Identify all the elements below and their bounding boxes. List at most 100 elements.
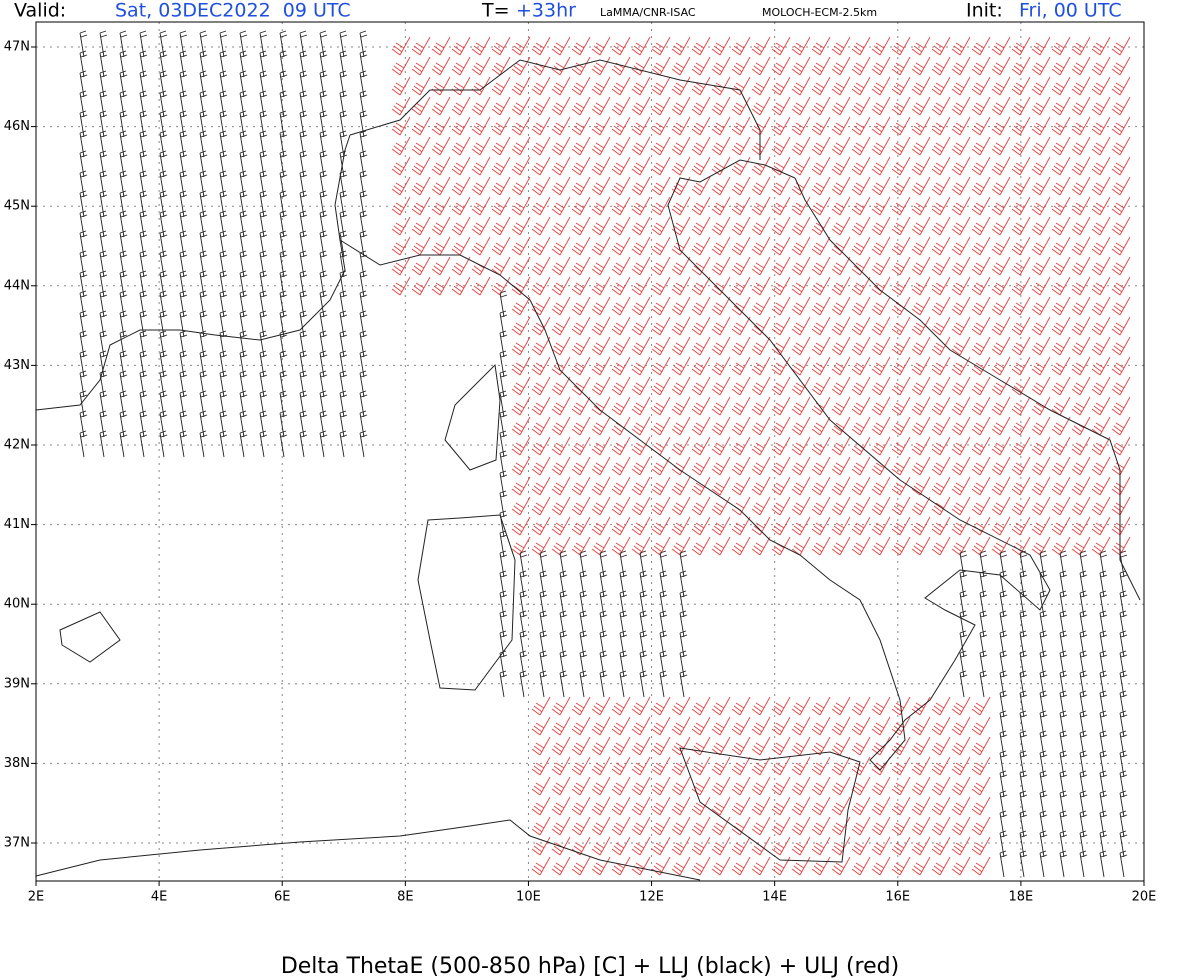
wind-barb (1051, 336, 1071, 356)
wind-barb (751, 296, 771, 316)
wind-barb (911, 256, 931, 276)
wind-barb (751, 796, 771, 816)
wind-barb (1011, 216, 1031, 236)
wind-barb (471, 176, 491, 196)
wind-barb (731, 236, 751, 256)
wind-barb (911, 696, 931, 716)
wind-barb (471, 216, 491, 236)
wind-barb (831, 156, 851, 176)
wind-barb (511, 196, 531, 216)
wind-barb (1011, 116, 1031, 136)
wind-barb (571, 36, 591, 56)
wind-barb (691, 136, 711, 156)
wind-barb (971, 136, 991, 156)
wind-barb (499, 370, 508, 398)
wind-barb (971, 776, 991, 796)
wind-barb (691, 736, 711, 756)
wind-barb (519, 550, 528, 578)
wind-barb (551, 436, 571, 456)
wind-barb (731, 336, 751, 356)
wind-barb (551, 296, 571, 316)
wind-barb (631, 396, 651, 416)
wind-barb (79, 170, 88, 198)
wind-barb (651, 276, 671, 296)
wind-barb (1011, 296, 1031, 316)
wind-barb (79, 210, 88, 238)
wind-barb (411, 216, 431, 236)
wind-barb (591, 756, 611, 776)
wind-barb (811, 456, 831, 476)
wind-barb (159, 230, 168, 258)
wind-barb (1051, 376, 1071, 396)
wind-barb (691, 356, 711, 376)
wind-barb (651, 76, 671, 96)
wind-barb (999, 750, 1008, 778)
wind-barb (671, 136, 691, 156)
wind-barb (1111, 536, 1131, 556)
wind-barb (611, 396, 631, 416)
wind-barb (339, 130, 348, 158)
wind-barb (831, 116, 851, 136)
wind-barb (911, 356, 931, 376)
wind-barb (119, 150, 128, 178)
wind-barb (471, 116, 491, 136)
wind-barb (731, 136, 751, 156)
wind-barb (931, 256, 951, 276)
wind-barb (931, 376, 951, 396)
wind-barb (691, 716, 711, 736)
wind-barb (471, 236, 491, 256)
wind-barb (571, 56, 591, 76)
wind-barb (411, 276, 431, 296)
wind-barb (951, 116, 971, 136)
wind-barb (651, 476, 671, 496)
wind-barb (871, 296, 891, 316)
wind-barb (119, 350, 128, 378)
wind-barb (1039, 730, 1048, 758)
wind-barb (239, 30, 248, 58)
wind-barb (711, 156, 731, 176)
wind-barb (319, 130, 328, 158)
wind-barb (119, 70, 128, 98)
wind-barb (1051, 316, 1071, 336)
wind-barb (771, 156, 791, 176)
wind-barb (911, 416, 931, 436)
wind-barb (259, 230, 268, 258)
wind-barb (631, 516, 651, 536)
wind-barb (179, 230, 188, 258)
wind-barb (891, 456, 911, 476)
wind-barb (551, 236, 571, 256)
wind-barb (531, 436, 551, 456)
wind-barb (631, 356, 651, 376)
wind-barb (139, 190, 148, 218)
wind-barb (1079, 750, 1088, 778)
wind-barb (1119, 610, 1128, 638)
wind-barb (971, 796, 991, 816)
wind-barb (751, 56, 771, 76)
wind-barb (319, 350, 328, 378)
wind-barb (1059, 810, 1068, 838)
wind-barb (1119, 830, 1128, 858)
wind-barb (299, 90, 308, 118)
wind-barb (339, 410, 348, 438)
wind-barb (1071, 336, 1091, 356)
wind-barb (571, 276, 591, 296)
wind-barb (639, 570, 648, 598)
wind-barb (591, 436, 611, 456)
wind-barb (599, 550, 608, 578)
wind-barb (931, 336, 951, 356)
wind-barb (771, 356, 791, 376)
wind-barb (971, 456, 991, 476)
wind-barb (911, 376, 931, 396)
wind-barb (591, 736, 611, 756)
wind-barb (159, 390, 168, 418)
wind-barb (119, 190, 128, 218)
wind-barb (119, 370, 128, 398)
wind-barb (1031, 416, 1051, 436)
wind-barb (1031, 396, 1051, 416)
wind-barb (639, 630, 648, 658)
wind-barb (511, 96, 531, 116)
wind-barb (931, 696, 951, 716)
wind-barb (631, 436, 651, 456)
wind-barb (591, 816, 611, 836)
wind-barb (219, 70, 228, 98)
